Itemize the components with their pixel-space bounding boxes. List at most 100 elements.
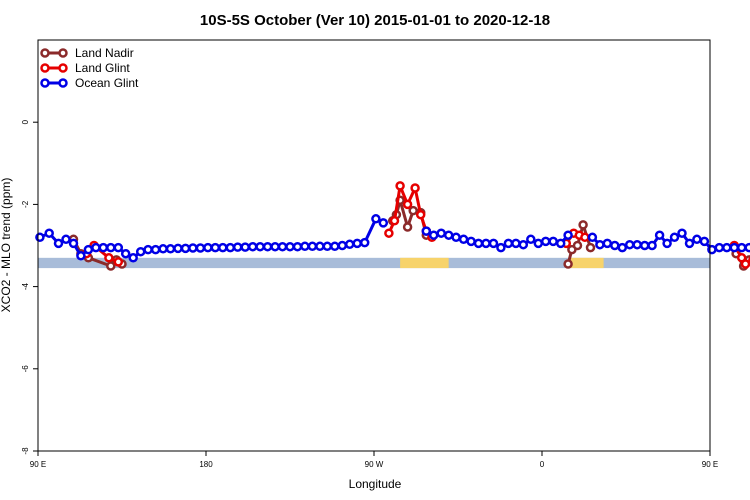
x-tick-label: 90 W	[365, 460, 384, 469]
data-point	[240, 242, 250, 252]
data-point	[602, 238, 613, 249]
data-point	[458, 234, 469, 245]
data-point	[451, 232, 461, 243]
data-point	[195, 243, 206, 253]
legend-marker	[58, 63, 68, 73]
data-point	[44, 228, 54, 238]
data-point	[736, 242, 747, 253]
data-point	[585, 242, 596, 253]
data-point	[443, 230, 454, 240]
data-point	[744, 242, 750, 253]
data-point	[173, 243, 183, 254]
data-point	[526, 234, 536, 245]
y-tick-label: -4	[21, 282, 30, 290]
y-tick-label: -8	[21, 447, 30, 455]
data-point	[180, 243, 191, 254]
x-axis-label: Longitude	[349, 477, 402, 491]
data-point	[572, 240, 583, 251]
series-ocean-glint	[35, 214, 750, 263]
data-point	[729, 242, 740, 253]
land-band-0	[400, 257, 449, 269]
data-point	[610, 240, 620, 251]
data-point	[415, 209, 426, 220]
data-point	[262, 241, 273, 252]
legend-marker	[40, 63, 50, 73]
background-band	[38, 257, 710, 269]
x-tick-label: 90 E	[702, 460, 718, 469]
data-point	[481, 238, 491, 249]
data-point	[692, 234, 702, 245]
data-point	[165, 244, 176, 254]
data-point	[402, 199, 413, 210]
x-tick-label: 90 E	[30, 460, 46, 469]
x-tick-label: 0	[540, 460, 545, 469]
data-point	[540, 236, 551, 247]
data-point	[473, 238, 484, 249]
data-point	[647, 240, 657, 251]
y-tick-label: -6	[21, 365, 30, 373]
data-point	[722, 242, 732, 253]
data-point	[684, 238, 695, 249]
plot-frame	[37, 39, 711, 452]
chart-title: 10S-5S October (Ver 10) 2015-01-01 to 20…	[200, 12, 550, 29]
x-tick-label: 180	[199, 460, 213, 469]
data-point	[225, 242, 236, 253]
data-point	[277, 241, 288, 252]
data-point	[188, 243, 198, 253]
legend-marker	[58, 48, 68, 58]
data-point	[624, 239, 635, 250]
data-point	[270, 241, 280, 252]
data-point	[135, 246, 146, 257]
data-point	[518, 239, 529, 250]
data-point	[218, 242, 228, 253]
data-point	[503, 238, 514, 249]
data-point	[699, 236, 710, 247]
data-point	[511, 238, 521, 249]
data-point	[83, 244, 94, 255]
data-point	[563, 230, 573, 240]
data-point	[428, 230, 439, 240]
data-point	[210, 242, 221, 253]
series-land-glint	[81, 181, 750, 269]
data-point	[436, 228, 446, 238]
data-point	[106, 242, 116, 253]
legend-label: Ocean Glint	[75, 76, 139, 90]
data-point	[580, 232, 590, 243]
data-point	[300, 241, 310, 252]
data-point	[232, 242, 243, 252]
data-point	[496, 242, 506, 253]
data-point	[35, 232, 45, 243]
data-point	[203, 242, 213, 253]
data-point	[587, 232, 598, 243]
data-point	[292, 241, 303, 252]
data-point	[408, 205, 418, 216]
data-point	[740, 259, 750, 269]
data-point	[677, 228, 687, 238]
data-point	[120, 248, 131, 259]
data-point	[359, 237, 370, 248]
data-point	[53, 238, 64, 249]
data-point	[402, 222, 413, 232]
data-point	[315, 241, 325, 252]
data-point	[714, 242, 725, 253]
data-point	[150, 244, 161, 255]
data-point	[410, 183, 420, 193]
data-point	[563, 259, 573, 269]
data-point	[466, 236, 476, 247]
series-layer	[35, 181, 750, 271]
data-point	[371, 214, 381, 224]
data-point	[98, 242, 109, 253]
data-point	[548, 236, 558, 247]
data-point	[61, 234, 71, 245]
data-point	[128, 253, 138, 263]
data-point	[344, 239, 355, 250]
legend-label: Land Glint	[75, 61, 130, 75]
data-point	[104, 253, 114, 263]
data-point	[395, 181, 405, 191]
data-point	[669, 232, 680, 243]
data-point	[639, 240, 650, 251]
data-point	[707, 244, 717, 255]
data-point	[91, 242, 101, 253]
